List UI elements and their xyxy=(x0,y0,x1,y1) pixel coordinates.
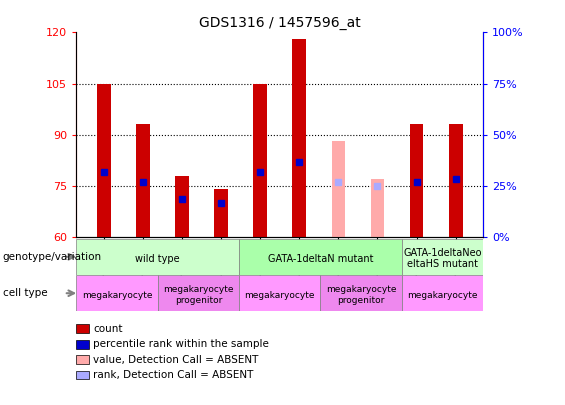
Text: megakaryocyte
progenitor: megakaryocyte progenitor xyxy=(163,285,233,305)
Bar xyxy=(239,239,402,275)
Bar xyxy=(76,275,158,311)
Text: percentile rank within the sample: percentile rank within the sample xyxy=(93,339,269,349)
Bar xyxy=(253,83,267,237)
Text: wild type: wild type xyxy=(136,254,180,264)
Text: count: count xyxy=(93,324,123,334)
Bar xyxy=(402,239,483,275)
Text: cell type: cell type xyxy=(3,288,47,298)
Bar xyxy=(320,275,402,311)
Bar xyxy=(332,141,345,237)
Text: GATA-1deltaN mutant: GATA-1deltaN mutant xyxy=(268,254,373,264)
Bar xyxy=(449,124,463,237)
Bar xyxy=(158,275,239,311)
Bar xyxy=(402,275,483,311)
Text: megakaryocyte: megakaryocyte xyxy=(407,290,477,300)
Text: megakaryocyte: megakaryocyte xyxy=(245,290,315,300)
Bar xyxy=(214,189,228,237)
Bar xyxy=(239,275,320,311)
Title: GDS1316 / 1457596_at: GDS1316 / 1457596_at xyxy=(199,16,360,30)
Bar xyxy=(136,124,150,237)
Text: megakaryocyte
progenitor: megakaryocyte progenitor xyxy=(326,285,396,305)
Bar xyxy=(97,83,111,237)
Text: GATA-1deltaNeo
eltaHS mutant: GATA-1deltaNeo eltaHS mutant xyxy=(403,248,481,269)
Bar xyxy=(76,239,239,275)
Bar xyxy=(371,179,384,237)
Text: value, Detection Call = ABSENT: value, Detection Call = ABSENT xyxy=(93,355,259,364)
Text: rank, Detection Call = ABSENT: rank, Detection Call = ABSENT xyxy=(93,370,254,380)
Text: megakaryocyte: megakaryocyte xyxy=(82,290,152,300)
Text: genotype/variation: genotype/variation xyxy=(3,252,102,262)
Bar xyxy=(175,176,189,237)
Bar xyxy=(410,124,423,237)
Bar xyxy=(293,39,306,237)
